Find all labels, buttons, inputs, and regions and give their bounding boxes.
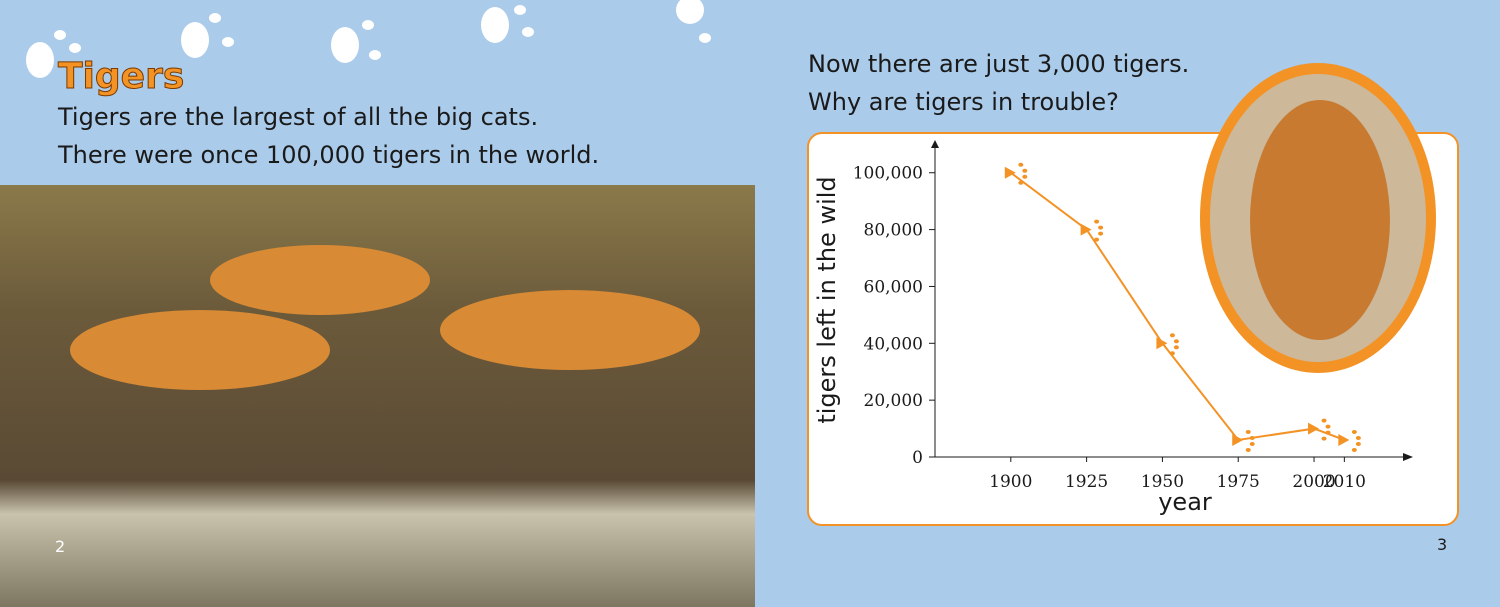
tiger-portrait xyxy=(1210,74,1426,362)
x-axis-label: year xyxy=(1158,488,1212,516)
y-axis-label: tigers left in the wild xyxy=(813,176,841,423)
paw-toe xyxy=(1325,424,1331,429)
y-tick-label: 100,000 xyxy=(853,164,923,184)
paw-toe xyxy=(1249,435,1255,440)
tigers xyxy=(70,245,700,390)
paw-toe xyxy=(1245,447,1251,452)
y-tick-label: 60,000 xyxy=(864,277,923,297)
paw-toe xyxy=(1351,429,1357,434)
paw-marker xyxy=(1232,433,1244,446)
body-line: Now there are just 3,000 tigers. xyxy=(808,50,1189,78)
x-tick-label: 1900 xyxy=(989,472,1032,492)
body-line: Tigers are the largest of all the big ca… xyxy=(57,103,538,131)
axis-arrow xyxy=(931,140,939,148)
paw-toe xyxy=(1355,435,1361,440)
x-tick-label: 2000 xyxy=(1292,472,1335,492)
paw-marker xyxy=(1080,223,1092,236)
y-tick-label: 40,000 xyxy=(864,334,923,354)
body-line: There were once 100,000 tigers in the wo… xyxy=(57,141,599,169)
paw-marker xyxy=(1004,166,1016,179)
paw-toe xyxy=(1325,430,1331,435)
body-line: Why are tigers in trouble? xyxy=(808,88,1119,116)
paw-toe xyxy=(1018,180,1024,185)
y-tick-label: 20,000 xyxy=(864,391,923,411)
paw-prints xyxy=(26,0,711,78)
x-tick-label: 1950 xyxy=(1141,472,1184,492)
paw-marker xyxy=(1156,337,1168,350)
page-number: 3 xyxy=(1437,535,1447,554)
paw-toe xyxy=(1173,339,1179,344)
paw-toe xyxy=(1169,351,1175,356)
axis-arrow xyxy=(1403,453,1413,461)
paw-toe xyxy=(1022,174,1028,179)
paw-marker xyxy=(1308,422,1320,435)
paw-toe xyxy=(1169,333,1175,338)
x-tick-label: 2010 xyxy=(1323,472,1366,492)
paw-marker xyxy=(1338,433,1350,446)
paw-toe xyxy=(1098,225,1104,230)
paw-toe xyxy=(1022,168,1028,173)
paw-toe xyxy=(1321,418,1327,423)
x-tick-label: 1975 xyxy=(1217,472,1260,492)
y-tick-label: 80,000 xyxy=(864,221,923,241)
page-number: 2 xyxy=(55,537,65,556)
x-tick-label: 1925 xyxy=(1065,472,1108,492)
paw-toe xyxy=(1018,162,1024,167)
paw-toe xyxy=(1245,429,1251,434)
tiger-photo xyxy=(0,185,755,607)
paw-toe xyxy=(1173,345,1179,350)
paw-toe xyxy=(1351,447,1357,452)
title: Tigers xyxy=(58,56,184,97)
paw-toe xyxy=(1355,441,1361,446)
y-tick-label: 0 xyxy=(912,448,923,468)
paw-toe xyxy=(1094,219,1100,224)
paw-toe xyxy=(1249,441,1255,446)
paw-toe xyxy=(1094,237,1100,242)
paw-toe xyxy=(1098,231,1104,236)
paw-toe xyxy=(1321,436,1327,441)
series-line xyxy=(1010,171,1345,442)
